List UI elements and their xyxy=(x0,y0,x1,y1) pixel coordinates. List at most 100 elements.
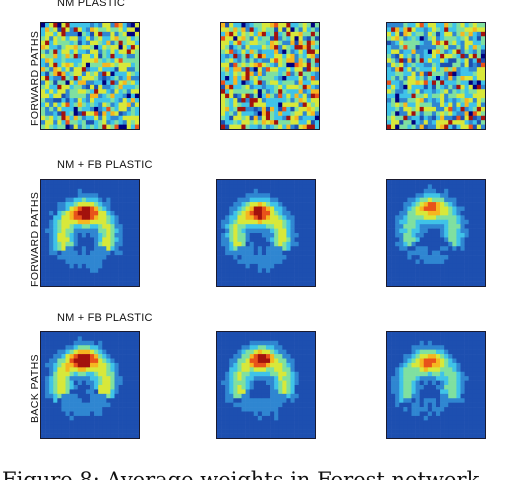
heat-cell xyxy=(77,259,83,265)
heat-cell xyxy=(41,23,46,28)
heat-cell xyxy=(110,197,115,203)
heat-cell xyxy=(114,272,119,278)
heat-cell xyxy=(81,40,87,46)
heat-cell xyxy=(456,277,461,282)
heat-cell xyxy=(118,206,123,212)
heat-cell xyxy=(102,27,107,33)
heat-cell xyxy=(69,411,74,417)
heat-cell xyxy=(90,424,95,430)
heat-cell xyxy=(278,407,283,412)
heat-cell xyxy=(302,98,308,103)
heat-cell xyxy=(480,53,485,59)
heat-cell xyxy=(69,241,74,247)
heat-cell xyxy=(90,354,95,359)
heat-cell xyxy=(448,332,453,337)
heat-cell xyxy=(407,184,412,190)
heat-cell xyxy=(110,206,115,212)
heat-cell xyxy=(282,336,287,342)
heat-cell xyxy=(302,354,308,359)
heat-cell xyxy=(278,27,283,33)
heat-cell xyxy=(468,210,474,216)
heat-cell xyxy=(114,246,119,251)
heat-cell xyxy=(61,367,66,373)
heat-cell xyxy=(57,124,62,129)
heat-cell xyxy=(241,424,246,430)
heat-cell xyxy=(286,407,291,412)
heat-cell xyxy=(237,420,242,426)
heat-cell xyxy=(274,215,279,221)
heat-cell xyxy=(130,58,136,64)
heat-cell xyxy=(69,224,74,229)
heat-cell xyxy=(476,197,482,203)
heat-cell xyxy=(41,80,46,86)
heat-cell xyxy=(229,259,234,265)
heat-cell xyxy=(270,197,275,203)
heat-cell xyxy=(411,193,416,198)
heat-cell xyxy=(411,268,416,274)
heat-cell xyxy=(77,45,83,50)
heat-cell xyxy=(126,120,132,125)
heat-cell xyxy=(415,380,420,386)
heat-cell xyxy=(77,362,83,368)
heat-cell xyxy=(431,237,437,243)
heat-cell xyxy=(73,398,79,403)
heat-cell xyxy=(423,345,429,350)
heat-cell xyxy=(403,31,408,37)
heat-cell xyxy=(282,202,287,207)
heat-cell xyxy=(98,255,103,260)
heat-cell xyxy=(282,115,287,121)
heat-cell xyxy=(266,429,271,434)
heat-cell xyxy=(41,120,46,125)
heat-cell xyxy=(270,71,275,77)
heat-cell xyxy=(237,184,242,190)
heat-cell xyxy=(221,224,226,229)
heat-cell xyxy=(302,31,308,37)
heat-cell xyxy=(464,272,469,278)
heat-cell xyxy=(61,336,66,342)
heat-cell xyxy=(77,193,83,198)
heat-cell xyxy=(41,415,46,421)
heat-cell xyxy=(387,398,392,403)
heat-cell xyxy=(407,180,412,185)
heat-cell xyxy=(134,228,139,234)
heat-cell xyxy=(85,80,91,86)
heat-cell xyxy=(221,433,226,438)
heat-cell xyxy=(415,31,420,37)
heat-cell xyxy=(290,58,295,64)
heat-cell xyxy=(448,228,453,234)
heat-cell xyxy=(118,197,123,203)
heat-cell xyxy=(411,371,416,377)
heat-cell xyxy=(106,49,111,55)
heat-cell xyxy=(294,76,299,81)
heat-cell xyxy=(464,197,469,203)
heat-cell xyxy=(270,272,275,278)
heat-cell xyxy=(468,84,474,90)
heat-cell xyxy=(81,102,87,108)
heat-cell xyxy=(241,89,246,94)
heat-cell xyxy=(130,259,136,265)
heat-cell xyxy=(217,336,222,342)
heat-cell xyxy=(266,272,271,278)
heat-cell xyxy=(126,27,132,33)
heat-cell xyxy=(387,62,392,68)
heat-cell xyxy=(65,219,70,225)
heat-cell xyxy=(241,241,246,247)
heat-cell xyxy=(480,27,485,33)
heat-cell xyxy=(306,31,312,37)
heat-cell xyxy=(265,36,271,41)
heat-cell xyxy=(261,193,267,198)
heat-cell xyxy=(98,376,103,381)
heat-cell xyxy=(106,27,111,33)
heat-cell xyxy=(472,272,478,278)
heat-cell xyxy=(45,219,50,225)
heat-cell xyxy=(98,206,103,212)
heat-cell xyxy=(69,184,74,190)
heat-cell xyxy=(480,268,485,274)
heat-cell xyxy=(81,53,87,59)
heat-cell xyxy=(456,219,461,225)
heat-cell xyxy=(41,53,46,59)
heat-cell xyxy=(270,277,275,282)
heat-cell xyxy=(472,246,478,251)
heat-cell xyxy=(306,415,312,421)
heat-cell xyxy=(106,250,111,256)
